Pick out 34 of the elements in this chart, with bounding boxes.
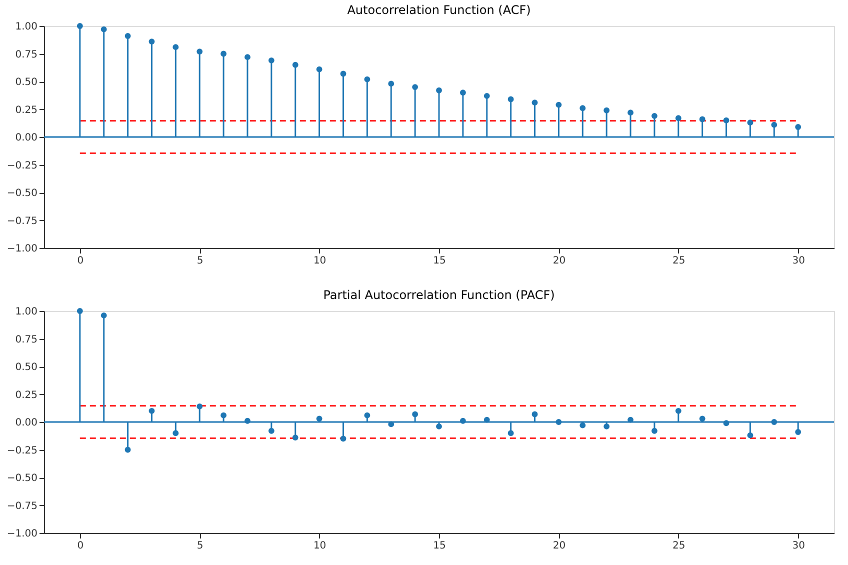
y-tick-label: 1.00 xyxy=(15,22,38,32)
y-tick-label: 0.25 xyxy=(15,104,38,116)
x-tick-label: 25 xyxy=(672,540,686,552)
x-tick-label: 5 xyxy=(196,256,204,266)
chart-title: Autocorrelation Function (ACF) xyxy=(347,3,531,17)
chart-title: Partial Autocorrelation Function (PACF) xyxy=(323,288,555,302)
y-tick-label: −0.25 xyxy=(6,445,38,456)
x-tick-label: 10 xyxy=(313,256,326,266)
x-tick-label: 0 xyxy=(77,540,84,552)
y-tick-label: −1.00 xyxy=(6,244,38,254)
x-tick-label: 0 xyxy=(77,256,84,266)
y-tick-label: 0.00 xyxy=(15,132,38,144)
y-tick-label: −1.00 xyxy=(6,528,38,540)
y-tick-label: −0.50 xyxy=(6,188,38,199)
x-tick-label: 15 xyxy=(433,256,446,266)
y-tick-label: 0.75 xyxy=(15,334,38,346)
y-tick-label: 0.25 xyxy=(15,390,38,401)
y-tick-label: −0.50 xyxy=(6,473,38,484)
y-tick-label: −0.75 xyxy=(6,216,38,227)
y-tick-label: −0.75 xyxy=(6,500,38,512)
y-tick-label: 1.00 xyxy=(15,306,38,318)
y-tick-label: 0.00 xyxy=(15,418,38,428)
x-tick-label: 15 xyxy=(433,540,446,552)
y-tick-label: 0.75 xyxy=(15,49,38,60)
y-tick-label: 0.50 xyxy=(15,77,38,88)
x-tick-label: 5 xyxy=(196,540,204,552)
x-tick-label: 20 xyxy=(552,540,566,552)
y-tick-label: 0.50 xyxy=(15,362,38,373)
y-tick-label: −0.25 xyxy=(6,160,38,172)
x-tick-label: 30 xyxy=(792,540,805,552)
x-tick-label: 25 xyxy=(672,256,686,266)
x-tick-label: 10 xyxy=(313,540,326,552)
x-tick-label: 30 xyxy=(792,256,805,266)
x-tick-label: 20 xyxy=(552,256,566,266)
